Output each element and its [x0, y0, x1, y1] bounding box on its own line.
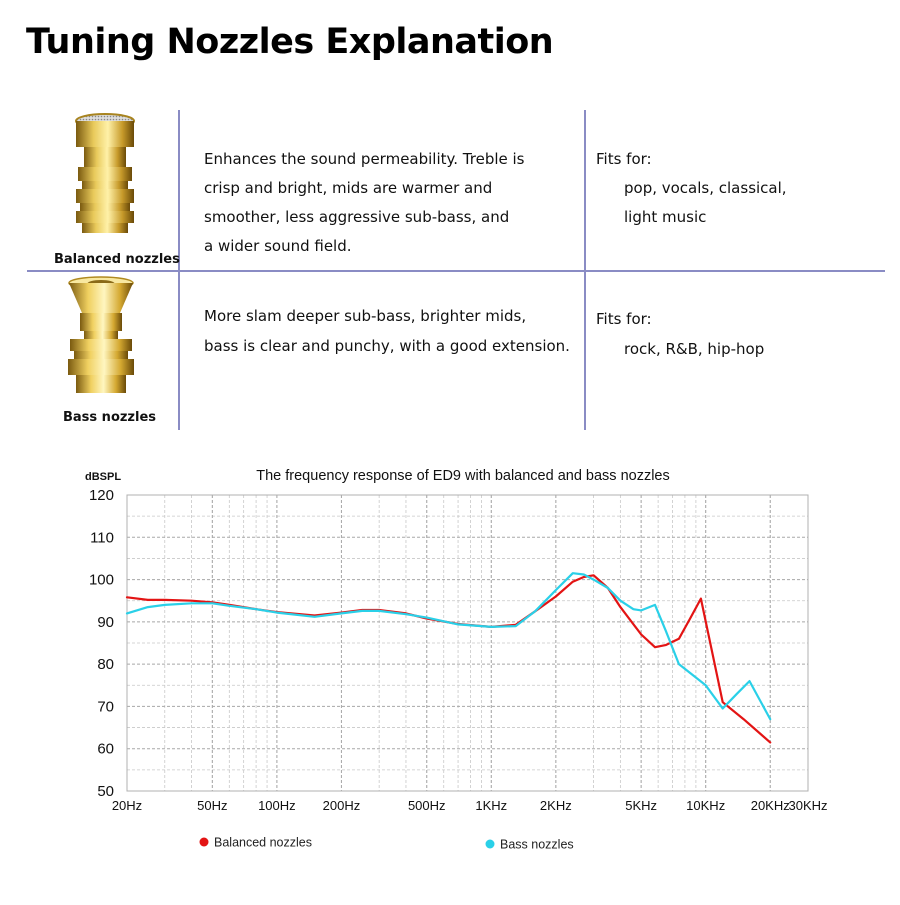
plot-frame: [126, 494, 809, 792]
x-tick-label: 30KHz: [788, 798, 827, 813]
x-tick-labels: 20Hz 50Hz 100Hz 200Hz 500Hz 1KHz 2KHz 5KHz 10KHz…: [112, 798, 828, 813]
x-tick-label: 2KHz: [540, 798, 572, 813]
balanced-description-line: a wider sound field.: [204, 237, 352, 255]
bass-nozzle-image: [68, 276, 134, 393]
x-tick-label: 1KHz: [475, 798, 507, 813]
balanced-fits-item: light music: [624, 208, 707, 226]
legend-marker: [485, 839, 495, 849]
x-tick-label: 500Hz: [408, 798, 446, 813]
balanced-nozzle-name: Balanced nozzles: [54, 252, 180, 267]
balanced-fits-label: Fits for:: [596, 150, 652, 168]
chart-title: The frequency response of ED9 with balan…: [256, 468, 670, 484]
x-tick-label: 50Hz: [197, 798, 227, 813]
y-tick-label: 100: [89, 572, 114, 589]
x-tick-label: 100Hz: [258, 798, 296, 813]
y-tick-label: 90: [97, 614, 114, 631]
y-tick-label: 70: [97, 698, 114, 715]
bass-fits-label: Fits for:: [596, 310, 652, 328]
y-tick-label: 60: [97, 741, 114, 758]
legend-label: Balanced nozzles: [214, 836, 312, 850]
row-divider: [27, 270, 885, 272]
balanced-description-line: smoother, less aggressive sub-bass, and: [204, 208, 510, 226]
y-tick-label: 120: [89, 487, 114, 504]
series-lines: [125, 572, 772, 744]
x-tick-label: 10KHz: [686, 798, 725, 813]
balanced-description-line: Enhances the sound permeability. Treble …: [204, 150, 525, 168]
y-tick-label: 80: [97, 656, 114, 673]
x-tick-label: 20KHz: [751, 798, 790, 813]
y-tick-label: 110: [90, 529, 114, 546]
x-tick-label: 20Hz: [112, 798, 142, 813]
balanced-nozzle-image: [75, 113, 135, 233]
page-title: Tuning Nozzles Explanation: [26, 22, 554, 62]
bass-nozzle-name: Bass nozzles: [63, 410, 157, 425]
legend: Balanced nozzles Bass nozzles: [199, 836, 574, 852]
balanced-description-line: crisp and bright, mids are warmer and: [204, 179, 493, 197]
nozzle-comparison-table: Balanced nozzles Enhances the sound perm…: [0, 110, 900, 435]
major-grid: [126, 494, 809, 792]
bass-description-line: More slam deeper sub-bass, brighter mids…: [204, 307, 527, 325]
bass-description-line: bass is clear and punchy, with a good ex…: [204, 337, 570, 355]
series-line-bass: [125, 572, 772, 721]
y-axis-label: dBSPL: [85, 471, 121, 483]
bass-fits-item: rock, R&B, hip-hop: [624, 340, 765, 358]
x-tick-label: 5KHz: [625, 798, 657, 813]
frequency-response-svg: The frequency response of ED9 with balan…: [85, 468, 828, 852]
balanced-fits-item: pop, vocals, classical,: [624, 179, 787, 197]
legend-marker: [199, 837, 209, 847]
frequency-response-chart: The frequency response of ED9 with balan…: [0, 455, 900, 900]
y-tick-labels: 50 60 70 80 90 100 110 120: [89, 487, 114, 800]
y-tick-label: 50: [97, 783, 114, 800]
x-tick-label: 200Hz: [323, 798, 361, 813]
legend-label: Bass nozzles: [500, 838, 574, 852]
